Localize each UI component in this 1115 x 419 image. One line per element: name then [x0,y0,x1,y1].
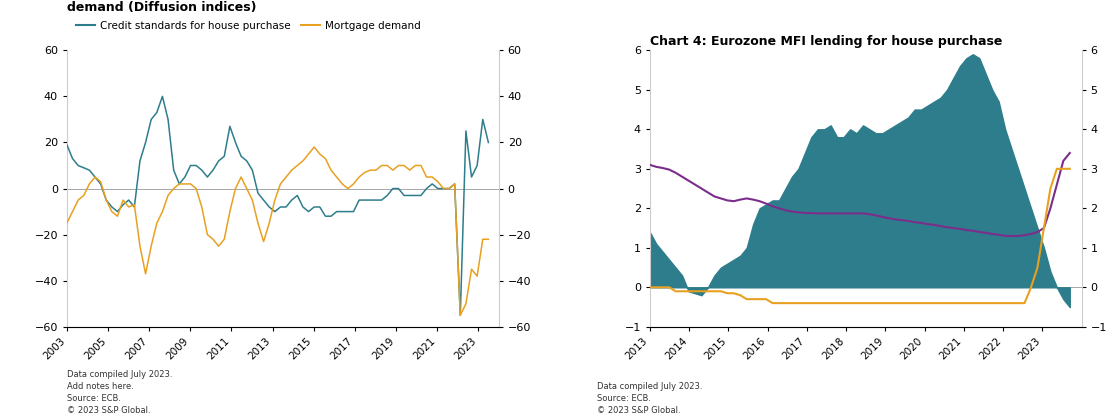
Text: Chart 4: Eurozone MFI lending for house purchase: Chart 4: Eurozone MFI lending for house … [650,35,1002,48]
Text: Data compiled July 2023.
Source: ECB.
© 2023 S&P Global.: Data compiled July 2023. Source: ECB. © … [597,382,702,415]
Legend: Credit standards for house purchase, Mortgage demand: Credit standards for house purchase, Mor… [72,17,425,35]
Text: Data compiled July 2023.
Add notes here.
Source: ECB.
© 2023 S&P Global.: Data compiled July 2023. Add notes here.… [67,370,173,415]
Text: Chart 3: Eurozone credit standards and mortgage
demand (Diffusion indices): Chart 3: Eurozone credit standards and m… [67,0,416,14]
